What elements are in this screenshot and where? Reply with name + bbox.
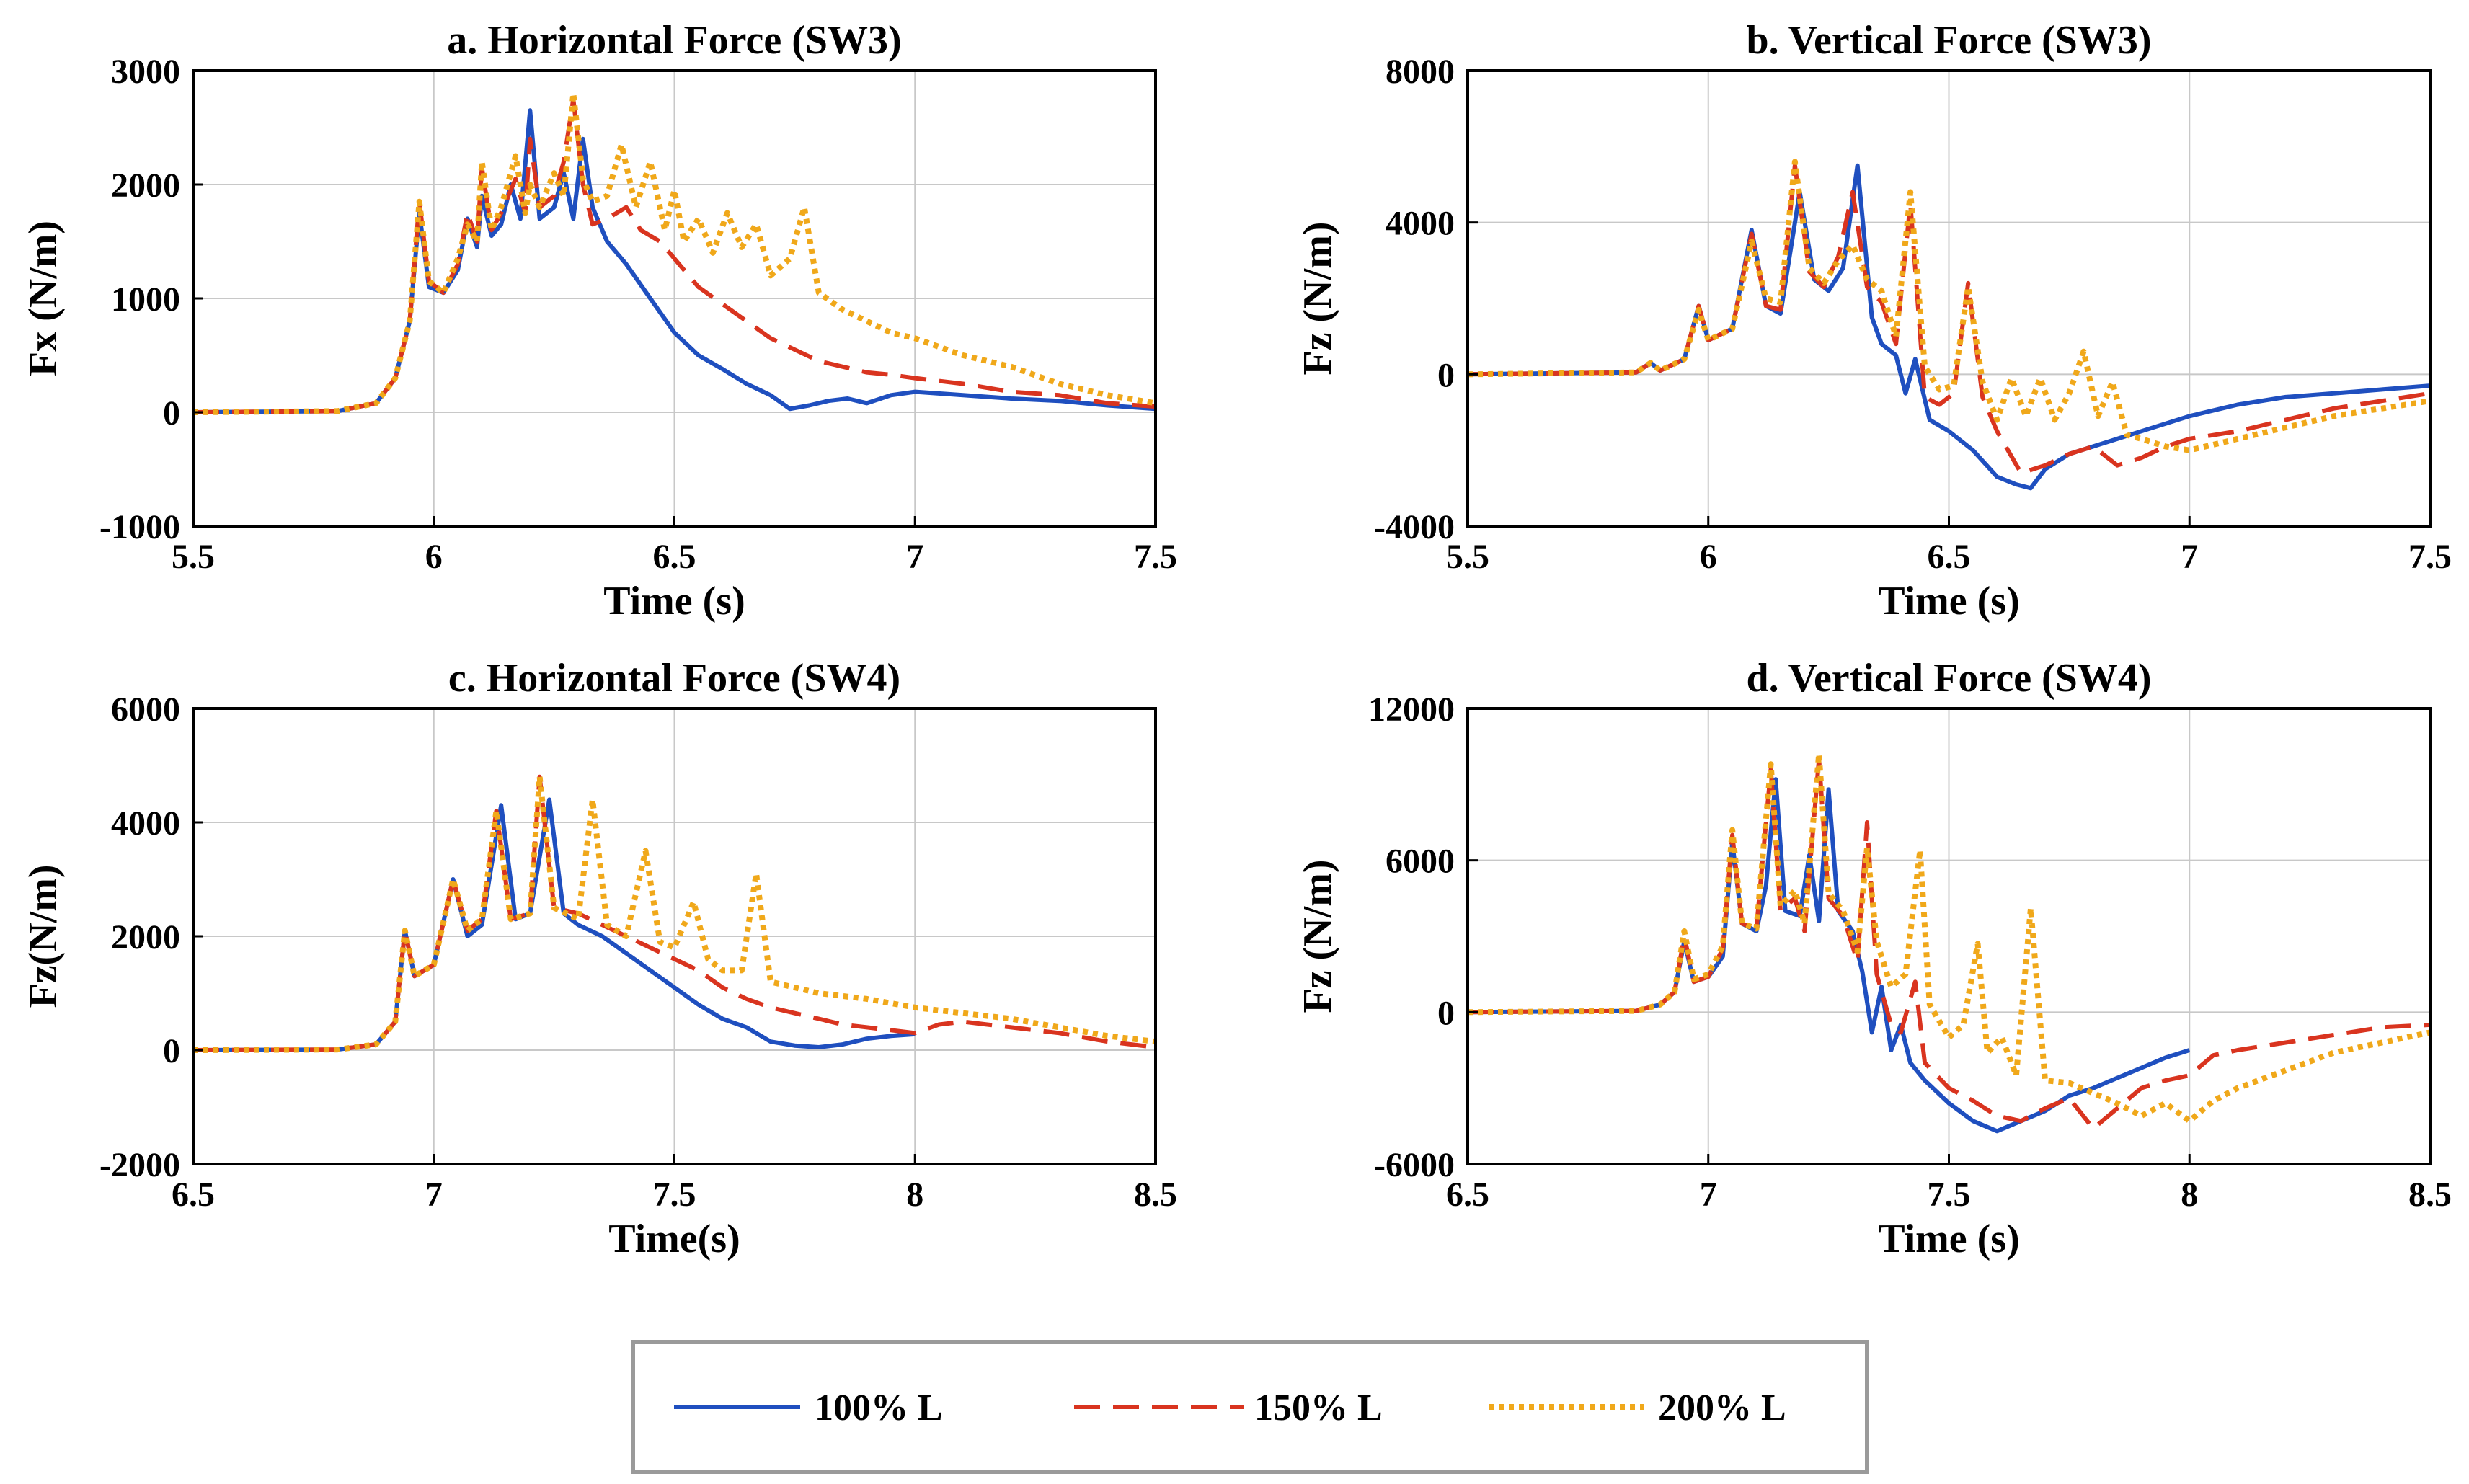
- chart-title: d. Vertical Force (SW4): [1747, 656, 2152, 701]
- x-tick-label: 5.5: [1446, 538, 1489, 576]
- y-tick-label: 12000: [1368, 690, 1455, 729]
- x-tick-label: 8.5: [2408, 1176, 2452, 1214]
- legend: 100% L 150% L 200% L: [631, 1340, 1869, 1474]
- y-tick-label: 1000: [111, 280, 180, 319]
- x-tick-label: 7: [425, 1176, 443, 1214]
- panel-c: 6.5 7 7.5 8 8.5 -2000 0 2000 4000 6000 c. Horizont…: [21, 656, 1177, 1261]
- x-tick-label: 7: [2181, 538, 2198, 576]
- x-tick-label: 5.5: [172, 538, 215, 576]
- x-tick-label: 7.5: [1134, 538, 1177, 576]
- y-tick-label: 6000: [1386, 843, 1455, 881]
- y-axis-label: Fz (N/m): [1295, 221, 1340, 375]
- x-axis-label: Time(s): [608, 1217, 740, 1261]
- x-tick-label: 7.5: [1928, 1176, 1971, 1214]
- y-tick-label: -6000: [1374, 1146, 1455, 1184]
- series-line-200: [1468, 751, 2430, 1124]
- y-tick-label: -1000: [99, 508, 180, 546]
- x-tick-label: 6.5: [653, 538, 696, 576]
- y-tick-label: 0: [163, 1032, 180, 1070]
- x-tick-label: 7.5: [2408, 538, 2452, 576]
- legend-label-200: 200% L: [1658, 1387, 1786, 1429]
- legend-label-150: 150% L: [1254, 1387, 1383, 1429]
- x-tick-label: 7: [906, 538, 923, 576]
- chart-title: c. Horizontal Force (SW4): [448, 656, 900, 701]
- x-tick-label: 7.5: [653, 1176, 696, 1214]
- series-line-200: [1468, 159, 2430, 453]
- y-tick-label: 2000: [111, 166, 180, 205]
- x-tick-label: 6.5: [172, 1176, 215, 1214]
- panel-a: 5.5 6 6.5 7 7.5 -1000 0 1000 2000 3000 a. Horizont…: [21, 18, 1177, 623]
- y-tick-label: 0: [163, 394, 180, 432]
- x-axis-label: Time (s): [1878, 579, 2020, 623]
- x-tick-label: 6: [425, 538, 443, 576]
- x-tick-label: 6.5: [1928, 538, 1971, 576]
- legend-item-150: 150% L: [1074, 1387, 1383, 1429]
- chart-title: b. Vertical Force (SW3): [1747, 18, 2152, 63]
- y-tick-label: 2000: [111, 918, 180, 956]
- x-tick-label: 8: [2181, 1176, 2198, 1214]
- x-tick-label: 7: [1700, 1176, 1717, 1214]
- y-tick-label: -4000: [1374, 508, 1455, 546]
- series-line-150: [193, 97, 1156, 414]
- legend-item-200: 200% L: [1489, 1387, 1786, 1429]
- y-axis-label: Fx (N/m): [21, 221, 66, 376]
- y-axis-label: Fz(N/m): [21, 864, 66, 1008]
- y-tick-label: 4000: [1386, 205, 1455, 243]
- y-tick-label: 0: [1437, 994, 1455, 1032]
- x-tick-label: 6: [1700, 538, 1717, 576]
- x-tick-label: 6.5: [1446, 1176, 1489, 1214]
- x-axis-label: Time (s): [1878, 1217, 2020, 1261]
- series-line-200: [193, 773, 1156, 1053]
- y-tick-label: 3000: [111, 53, 180, 91]
- y-axis-label: Fz (N/m): [1295, 859, 1340, 1013]
- legend-label-100: 100% L: [815, 1387, 943, 1429]
- y-tick-label: 4000: [111, 804, 180, 843]
- x-tick-label: 8.5: [1134, 1176, 1177, 1214]
- y-tick-label: 6000: [111, 690, 180, 729]
- panel-d: 6.5 7 7.5 8 8.5 -6000 0 6000 12000 d. Vertical Fo…: [1295, 656, 2452, 1261]
- series-line-150: [1468, 757, 2430, 1131]
- x-tick-label: 8: [906, 1176, 923, 1214]
- legend-item-100: 100% L: [674, 1387, 943, 1429]
- y-tick-label: 8000: [1386, 53, 1455, 91]
- legend-box: [631, 1340, 1869, 1474]
- x-axis-label: Time (s): [603, 579, 745, 623]
- y-tick-label: -2000: [99, 1146, 180, 1184]
- y-tick-label: 0: [1437, 356, 1455, 394]
- chart-title: a. Horizontal Force (SW3): [447, 18, 901, 63]
- panel-b: 5.5 6 6.5 7 7.5 -4000 0 4000 8000 b. Vertical For…: [1295, 18, 2452, 623]
